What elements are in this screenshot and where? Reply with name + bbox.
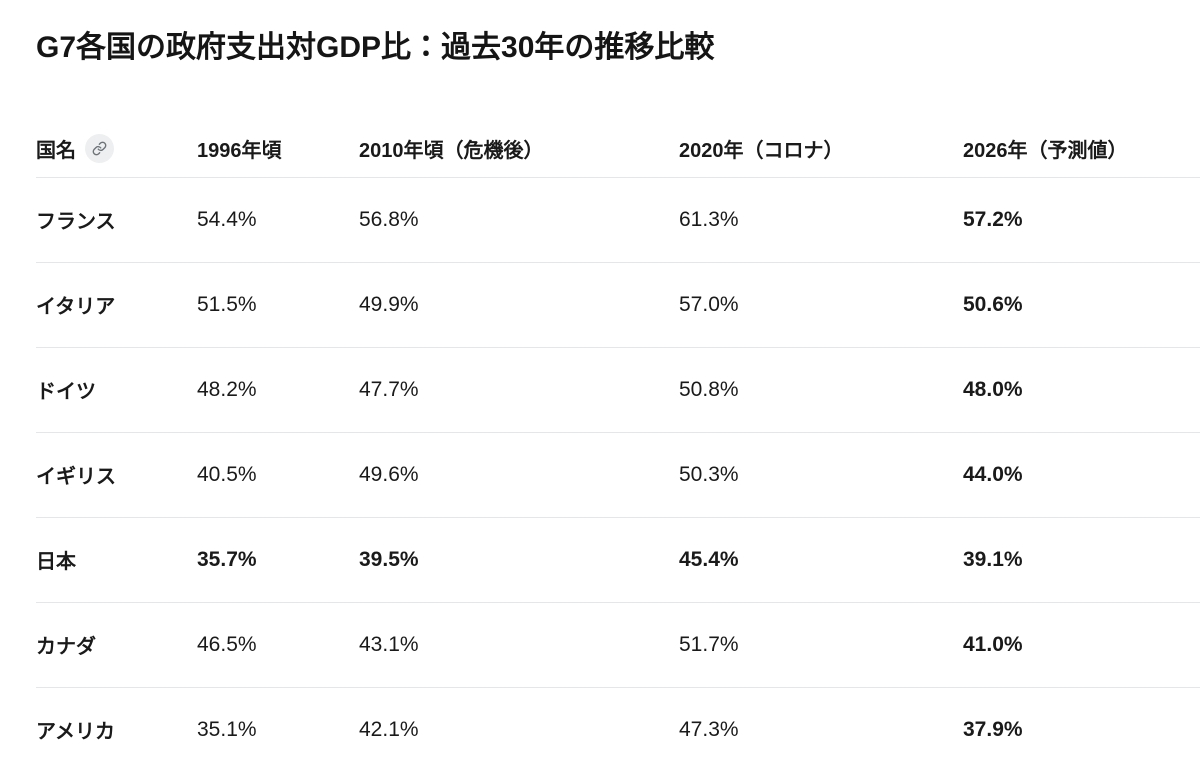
value-1996: 48.2% <box>197 347 359 433</box>
value-1996: 54.4% <box>197 177 359 263</box>
value-2026: 57.2% <box>963 177 1200 263</box>
value-2026: 37.9% <box>963 717 1023 741</box>
value-2026: 41.0% <box>963 602 1200 688</box>
value-2026: 50.6% <box>963 262 1200 348</box>
country-name: イギリス <box>36 432 197 518</box>
table-row: カナダ 46.5% 43.1% 51.7% 41.0% <box>36 602 1200 688</box>
country-name: 日本 <box>36 517 197 603</box>
country-name: カナダ <box>36 602 197 688</box>
link-icon[interactable] <box>85 133 114 163</box>
value-2010: 47.7% <box>359 347 679 433</box>
value-2020: 57.0% <box>679 262 963 348</box>
gdp-spending-table: 国名 1996年頃 2010年頃（危機後） 2020年（コロナ） 2026年（予… <box>36 120 1200 772</box>
page-title: G7各国の政府支出対GDP比：過去30年の推移比較 <box>36 31 715 64</box>
value-1996: 35.7% <box>197 517 359 603</box>
value-2010: 43.1% <box>359 602 679 688</box>
value-2010: 49.9% <box>359 262 679 348</box>
country-name: ドイツ <box>36 347 197 433</box>
value-2026: 39.1% <box>963 517 1200 603</box>
country-name: フランス <box>36 177 197 263</box>
column-header-country-label: 国名 <box>36 139 76 162</box>
table-row: フランス 54.4% 56.8% 61.3% 57.2% <box>36 177 1200 263</box>
table-row: 日本 35.7% 39.5% 45.4% 39.1% <box>36 517 1200 603</box>
column-header-2026: 2026年（予測値） <box>963 120 1200 178</box>
value-1996: 46.5% <box>197 602 359 688</box>
value-2020: 50.3% <box>679 432 963 518</box>
table-row: ドイツ 48.2% 47.7% 50.8% 48.0% <box>36 347 1200 433</box>
value-2010: 42.1% <box>359 717 419 741</box>
table-header-row: 国名 1996年頃 2010年頃（危機後） 2020年（コロナ） 2026年（予… <box>36 120 1200 178</box>
value-2010: 39.5% <box>359 517 679 603</box>
table-row: イタリア 51.5% 49.9% 57.0% 50.6% <box>36 262 1200 348</box>
value-2026: 44.0% <box>963 432 1200 518</box>
value-1996: 35.1% <box>197 717 257 741</box>
country-name: アメリカ <box>36 721 115 744</box>
value-2020: 50.8% <box>679 347 963 433</box>
value-2010: 56.8% <box>359 177 679 263</box>
table-row: イギリス 40.5% 49.6% 50.3% 44.0% <box>36 432 1200 518</box>
value-2020: 61.3% <box>679 177 963 263</box>
column-header-1996: 1996年頃 <box>197 120 359 178</box>
column-header-2020: 2020年（コロナ） <box>679 120 963 178</box>
value-2010: 49.6% <box>359 432 679 518</box>
value-2020: 45.4% <box>679 517 963 603</box>
value-2026: 48.0% <box>963 347 1200 433</box>
table-row: アメリカ 35.1% 42.1% 47.3% 37.9% <box>36 687 1200 772</box>
value-1996: 51.5% <box>197 262 359 348</box>
country-name: イタリア <box>36 262 197 348</box>
value-1996: 40.5% <box>197 432 359 518</box>
column-header-2010: 2010年頃（危機後） <box>359 120 679 178</box>
page: G7各国の政府支出対GDP比：過去30年の推移比較 国名 <box>0 27 1200 772</box>
column-header-country: 国名 <box>36 120 197 178</box>
value-2020: 47.3% <box>679 717 739 741</box>
value-2020: 51.7% <box>679 602 963 688</box>
